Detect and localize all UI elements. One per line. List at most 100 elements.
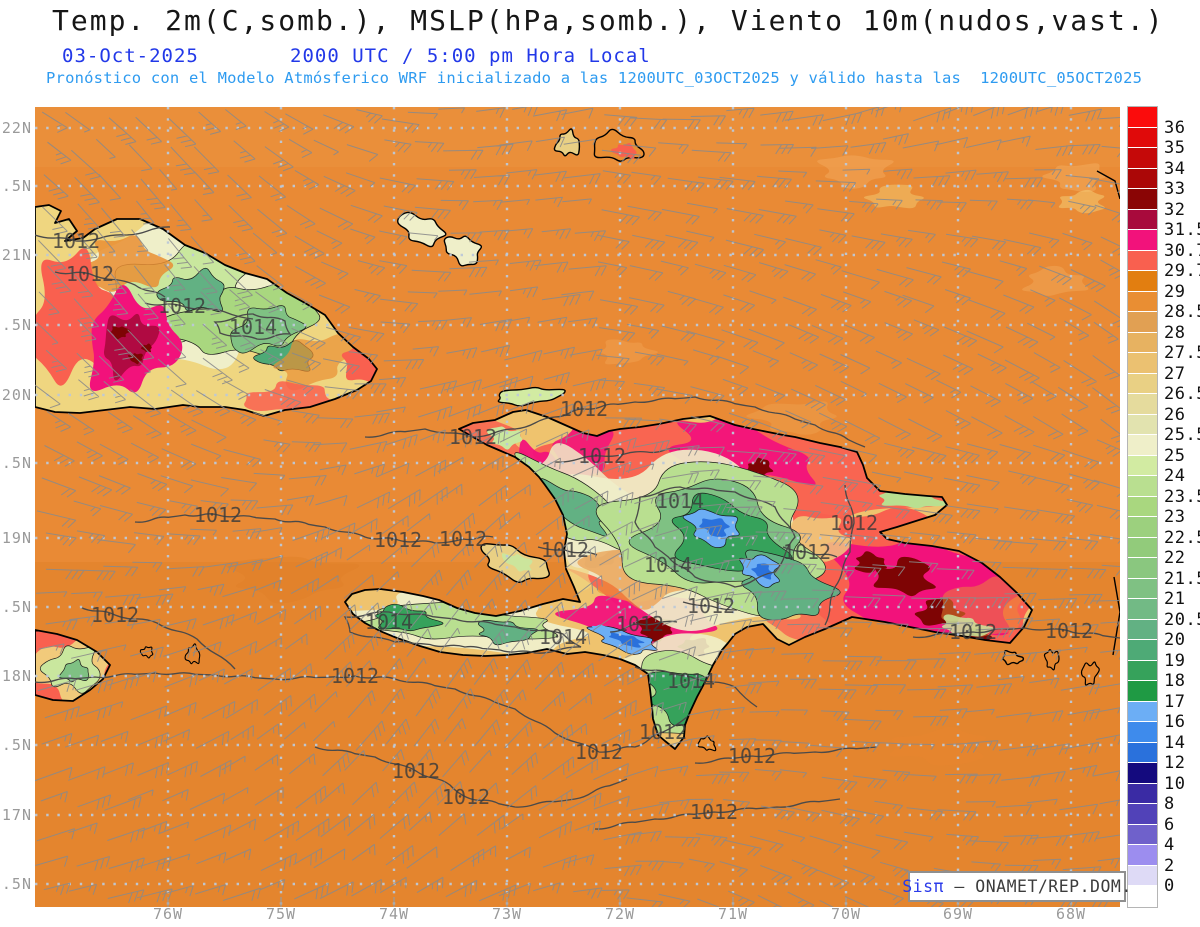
lat-tick-label: 0.5N [0, 316, 32, 334]
colorbar-segment [1128, 435, 1157, 456]
colorbar-value-label: 28 [1164, 322, 1186, 343]
lat-tick-label: 17N [1, 806, 32, 824]
colorbar-value-label: 14 [1164, 732, 1186, 753]
colorbar-segment [1128, 742, 1157, 763]
pressure-label: 1012 [687, 594, 735, 618]
pressure-label: 1012 [66, 262, 114, 286]
lat-tick-label: 19N [1, 529, 32, 547]
pressure-label: 1014 [644, 553, 692, 577]
colorbar-column [1127, 106, 1158, 908]
colorbar-value-label: 6 [1164, 814, 1175, 835]
colorbar-segment [1128, 783, 1157, 804]
lat-tick-label: 7.5N [0, 736, 32, 754]
colorbar-segment [1128, 250, 1157, 271]
lon-tick-label: 68W [1055, 905, 1087, 923]
lon-tick-label: 70W [830, 905, 862, 923]
colorbar-segment [1128, 373, 1157, 394]
pressure-label: 1014 [667, 669, 715, 693]
forecast-time: 2000 UTC / 5:00 pm Hora Local [290, 45, 651, 67]
colorbar-value-label: 8 [1164, 794, 1175, 815]
watermark-box: Sisπ – ONAMET/REP.DOM. [902, 871, 1131, 902]
colorbar-value-label: 17 [1164, 691, 1186, 712]
pressure-label: 1012 [616, 612, 664, 636]
colorbar-segment [1128, 558, 1157, 579]
colorbar-segment [1128, 230, 1157, 251]
pressure-label: 1012 [728, 744, 776, 768]
pressure-label: 1014 [539, 625, 587, 649]
pressure-label: 1012 [439, 527, 487, 551]
colorbar-segment [1128, 722, 1157, 743]
colorbar-segment [1128, 865, 1157, 886]
pressure-label: 1012 [91, 603, 139, 627]
colorbar-segment [1128, 619, 1157, 640]
colorbar-segment [1128, 332, 1157, 353]
colorbar-value-label: 21.5 [1164, 568, 1200, 589]
pressure-label: 1012 [830, 511, 878, 535]
colorbar-value-label: 16 [1164, 712, 1186, 733]
pressure-label: 1014 [229, 315, 277, 339]
pressure-label: 1014 [365, 610, 413, 634]
colorbar-segment [1128, 578, 1157, 599]
pressure-label: 1012 [949, 620, 997, 644]
colorbar-value-label: 20 [1164, 630, 1186, 651]
lat-tick-label: 22N [1, 119, 32, 137]
lat-tick-label: 1.5N [0, 177, 32, 195]
colorbar-value-label: 30.7 [1164, 240, 1200, 261]
colorbar-segment [1128, 517, 1157, 538]
pressure-label: 1012 [194, 503, 242, 527]
colorbar-value-label: 29.7 [1164, 261, 1200, 282]
colorbar-segment [1128, 189, 1157, 210]
lon-tick-label: 73W [491, 905, 523, 923]
colorbar-value-label: 28.5 [1164, 302, 1200, 323]
lat-tick-label: 9.5N [0, 454, 32, 472]
forecast-date: 03-Oct-2025 [62, 45, 199, 67]
pressure-label: 1012 [52, 229, 100, 253]
watermark-brand: Sisπ [902, 877, 944, 896]
pressure-label: 1012 [158, 294, 206, 318]
lat-tick-label: 6.5N [0, 875, 32, 893]
colorbar-value-label: 25.5 [1164, 425, 1200, 446]
colorbar-segment [1128, 394, 1157, 415]
model-info: Pronóstico con el Modelo Atmósferico WRF… [46, 69, 1143, 87]
colorbar-value-label: 25 [1164, 445, 1186, 466]
colorbar-segment [1128, 455, 1157, 476]
lon-tick-label: 76W [152, 905, 184, 923]
lat-tick-label: 8.5N [0, 598, 32, 616]
colorbar-value-label: 33 [1164, 179, 1186, 200]
pressure-label: 1012 [560, 397, 608, 421]
pressure-label: 1012 [331, 664, 379, 688]
colorbar-segment [1128, 845, 1157, 866]
colorbar-value-label: 24 [1164, 466, 1186, 487]
colorbar-segment [1128, 168, 1157, 189]
colorbar-segment [1128, 537, 1157, 558]
lon-tick-label: 72W [604, 905, 636, 923]
colorbar-segment [1128, 476, 1157, 497]
colorbar-segment [1128, 107, 1157, 128]
lon-tick-label: 74W [378, 905, 410, 923]
colorbar-value-label: 10 [1164, 773, 1186, 794]
colorbar-segment [1128, 763, 1157, 784]
colorbar-value-label: 22 [1164, 548, 1186, 569]
colorbar-segment [1128, 681, 1157, 702]
lat-tick-label: 20N [1, 386, 32, 404]
temperature-colorbar: 363534333231.530.729.72928.52827.52726.5… [1127, 106, 1200, 908]
colorbar-value-label: 29 [1164, 281, 1186, 302]
colorbar-value-label: 20.5 [1164, 609, 1200, 630]
colorbar-segment [1128, 291, 1157, 312]
colorbar-value-label: 0 [1164, 876, 1175, 897]
colorbar-segment [1128, 824, 1157, 845]
colorbar-segment [1128, 312, 1157, 333]
colorbar-value-label: 26 [1164, 404, 1186, 425]
map-canvas: 1012 1012 1012 1014 1012 1012 1012 1012 1012 1012… [35, 107, 1120, 907]
pressure-label: 1012 [1045, 619, 1093, 643]
colorbar-value-label: 34 [1164, 158, 1186, 179]
pressure-label: 1012 [575, 740, 623, 764]
watermark-text: – ONAMET/REP.DOM. [943, 877, 1132, 896]
colorbar-value-label: 36 [1164, 117, 1186, 138]
pressure-label: 1012 [449, 425, 497, 449]
colorbar-value-label: 35 [1164, 138, 1186, 159]
colorbar-value-label: 27.5 [1164, 343, 1200, 364]
colorbar-value-label: 22.5 [1164, 527, 1200, 548]
pressure-label: 1012 [442, 785, 490, 809]
